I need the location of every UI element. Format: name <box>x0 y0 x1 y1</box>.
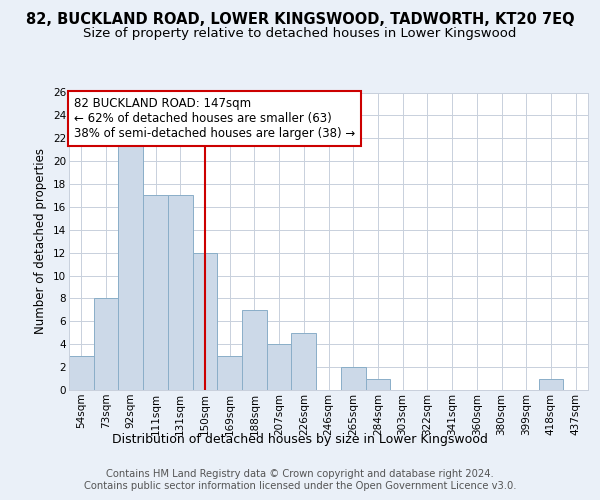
Text: Contains HM Land Registry data © Crown copyright and database right 2024.: Contains HM Land Registry data © Crown c… <box>106 469 494 479</box>
Bar <box>539 378 563 390</box>
Text: Size of property relative to detached houses in Lower Kingswood: Size of property relative to detached ho… <box>83 28 517 40</box>
Bar <box>365 378 390 390</box>
Text: 82, BUCKLAND ROAD, LOWER KINGSWOOD, TADWORTH, KT20 7EQ: 82, BUCKLAND ROAD, LOWER KINGSWOOD, TADW… <box>26 12 574 28</box>
Bar <box>267 344 292 390</box>
Y-axis label: Number of detached properties: Number of detached properties <box>34 148 47 334</box>
Bar <box>143 196 168 390</box>
Bar <box>168 196 193 390</box>
Bar <box>341 367 365 390</box>
Text: Distribution of detached houses by size in Lower Kingswood: Distribution of detached houses by size … <box>112 432 488 446</box>
Bar <box>69 356 94 390</box>
Bar <box>217 356 242 390</box>
Bar <box>242 310 267 390</box>
Text: Contains public sector information licensed under the Open Government Licence v3: Contains public sector information licen… <box>84 481 516 491</box>
Bar <box>292 333 316 390</box>
Bar <box>118 138 143 390</box>
Bar <box>94 298 118 390</box>
Text: 82 BUCKLAND ROAD: 147sqm
← 62% of detached houses are smaller (63)
38% of semi-d: 82 BUCKLAND ROAD: 147sqm ← 62% of detach… <box>74 97 355 140</box>
Bar <box>193 252 217 390</box>
